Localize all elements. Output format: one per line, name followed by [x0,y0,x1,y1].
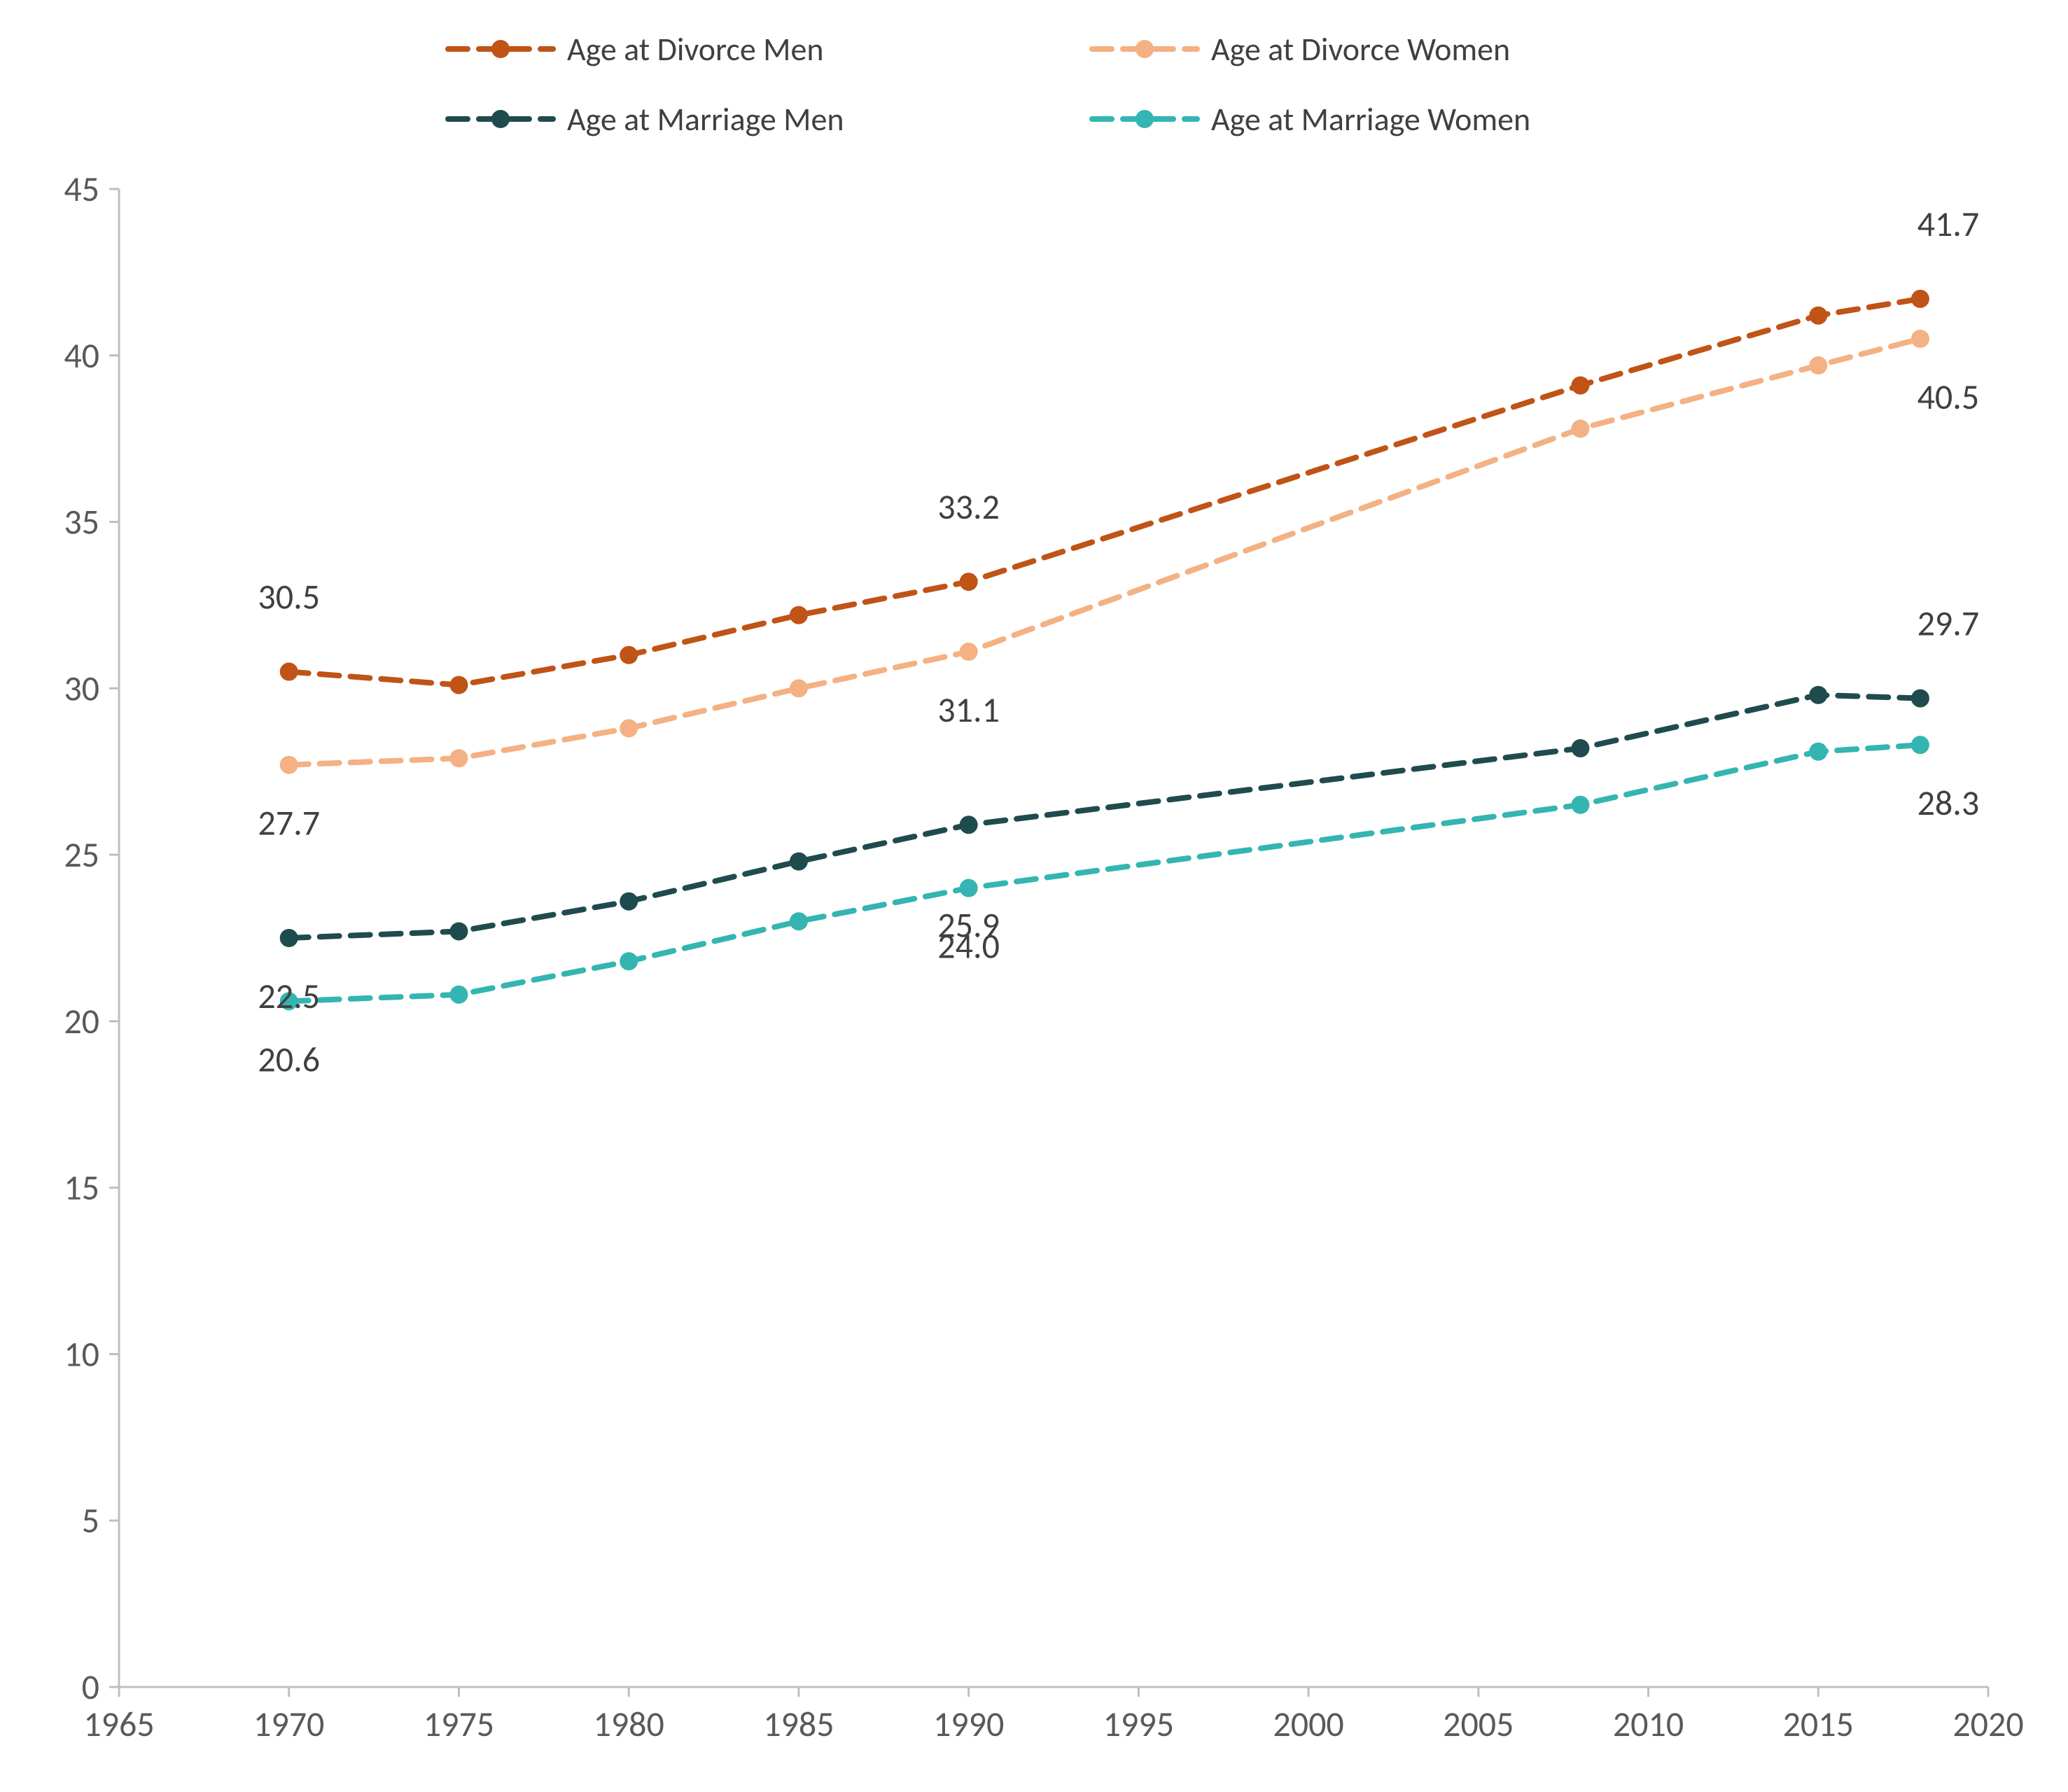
x-tick-label: 2010 [1613,1703,1684,1746]
chart-svg: 0 5 10 15 20 25 30 35 40 45 1965 1970 1975 1980 1985 19… [0,0,2068,1792]
data-label: 41.7 [1917,203,1980,246]
data-label: 30.5 [258,576,320,619]
x-tick-label: 1970 [253,1703,324,1746]
y-tick-label: 30 [64,667,99,710]
series-marker-marriage_women [790,912,808,930]
data-label: 24.0 [937,925,1000,968]
series-marker-marriage_women [1571,796,1589,814]
x-tick-label: 2000 [1273,1703,1343,1746]
x-tick-label: 1980 [593,1703,664,1746]
series-marker-divorce_women [620,719,638,737]
legend-swatch-marker [491,40,510,58]
y-tick-label: 10 [64,1333,99,1376]
x-tick-label: 2005 [1443,1703,1514,1746]
data-label: 27.7 [258,802,320,845]
x-tick-label: 1965 [83,1703,154,1746]
x-tick-label: 1985 [763,1703,834,1746]
data-label: 28.3 [1917,782,1980,825]
series-marker-marriage_women [620,952,638,970]
data-label: 31.1 [937,689,1000,732]
data-label: 40.5 [1917,376,1980,419]
legend-swatch-marker [491,110,510,128]
y-tick-label: 25 [64,834,99,876]
series-marker-divorce_women [1911,330,1929,348]
series-marker-divorce_women [1571,419,1589,438]
y-tick-label: 40 [64,335,99,377]
series-marker-divorce_women [1809,356,1827,374]
series-marker-marriage_women [1911,736,1929,754]
series-marker-marriage_men [1571,739,1589,757]
y-tick-label: 45 [64,168,99,211]
series-marker-divorce_men [280,663,298,681]
series-marker-divorce_men [1911,290,1929,308]
series-marker-divorce_women [280,756,298,774]
series-marker-divorce_men [449,676,468,694]
x-tick-label: 2015 [1783,1703,1854,1746]
series-marker-marriage_men [449,922,468,940]
y-tick-label: 15 [64,1167,99,1210]
legend-swatch-marker [1136,110,1154,128]
legend-label: Age at Marriage Men [567,100,844,139]
series-marker-divorce_men [1571,377,1589,395]
y-tick-label: 5 [82,1499,99,1542]
series-marker-marriage_men [620,892,638,911]
series-marker-marriage_men [790,853,808,871]
y-tick-label: 0 [82,1666,99,1709]
y-tick-label: 35 [64,501,99,544]
series-marker-marriage_women [449,986,468,1004]
series-marker-divorce_men [1809,307,1827,325]
series-marker-divorce_women [449,749,468,767]
data-label: 29.7 [1917,603,1980,645]
series-marker-marriage_men [1911,690,1929,708]
series-marker-marriage_women [1809,743,1827,761]
data-label: 20.6 [258,1038,320,1081]
x-tick-label: 1990 [933,1703,1004,1746]
legend-swatch-marker [1136,40,1154,58]
series-marker-divorce_women [790,679,808,697]
series-marker-marriage_women [960,879,978,897]
series-marker-divorce_men [620,646,638,664]
legend-label: Age at Divorce Men [567,30,824,69]
series-marker-marriage_men [1809,686,1827,704]
series-marker-divorce_men [790,606,808,624]
series-marker-marriage_men [960,816,978,834]
data-label: 22.5 [258,975,320,1018]
legend-label: Age at Divorce Women [1211,30,1510,69]
legend-label: Age at Marriage Women [1211,100,1530,139]
age-chart: 0 5 10 15 20 25 30 35 40 45 1965 1970 1975 1980 1985 19… [0,0,2068,1792]
y-tick-label: 20 [64,1000,99,1043]
series-marker-divorce_women [960,643,978,661]
data-label: 33.2 [937,486,1000,528]
series-marker-marriage_men [280,929,298,947]
x-tick-label: 2020 [1952,1703,2023,1746]
x-tick-label: 1995 [1103,1703,1174,1746]
chart-bg [0,0,2068,1792]
series-marker-divorce_men [960,573,978,591]
x-tick-label: 1975 [424,1703,494,1746]
